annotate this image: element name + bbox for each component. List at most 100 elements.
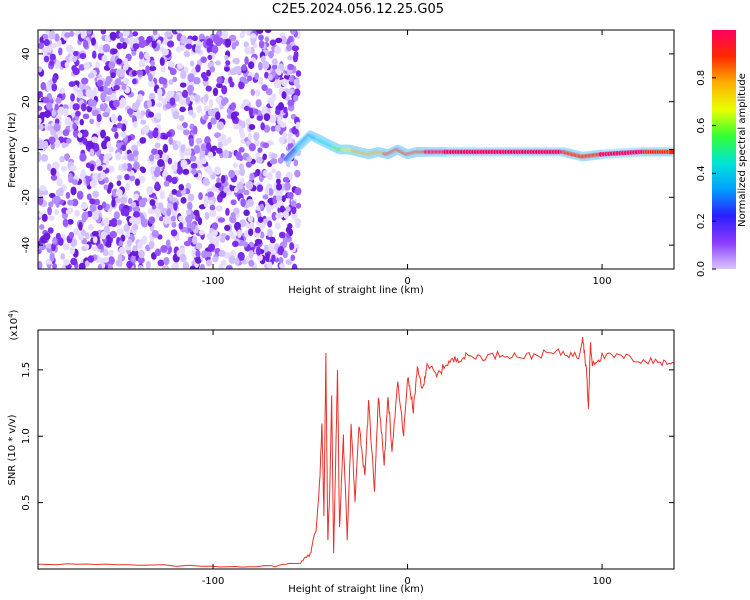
noise-speckle [183, 50, 191, 58]
noise-speckle [266, 261, 273, 269]
noise-speckle [61, 165, 68, 172]
noise-speckle [125, 231, 131, 238]
noise-speckle [224, 38, 232, 48]
noise-speckle [190, 223, 196, 231]
noise-speckle [198, 229, 205, 236]
y-tick-label: -40 [21, 237, 32, 253]
noise-speckle [100, 230, 107, 240]
noise-speckle [267, 220, 273, 228]
noise-speckle [247, 75, 253, 82]
noise-speckle [294, 187, 302, 196]
noise-speckle [89, 148, 95, 157]
noise-speckle [223, 186, 229, 193]
noise-speckle [274, 222, 281, 230]
noise-speckle [239, 131, 246, 139]
noise-speckle [204, 212, 210, 220]
noise-speckle [230, 102, 236, 111]
noise-speckle [72, 50, 79, 57]
noise-speckle [248, 107, 254, 117]
noise-speckle [218, 263, 224, 269]
noise-speckle [253, 108, 259, 115]
noise-speckle [132, 31, 139, 37]
noise-speckle [38, 42, 44, 50]
noise-speckle [157, 95, 164, 102]
noise-speckle [188, 87, 193, 97]
noise-speckle [201, 157, 207, 165]
noise-speckle [79, 153, 87, 162]
noise-speckle [81, 77, 89, 85]
y-tick-label: 0.5 [21, 495, 32, 511]
noise-speckle [267, 74, 274, 81]
noise-speckle [149, 154, 155, 162]
noise-speckle [221, 85, 228, 95]
noise-speckle [278, 263, 286, 269]
noise-speckle [250, 46, 255, 55]
noise-speckle [142, 126, 149, 134]
spectrogram-x-label: Height of straight line (km) [288, 285, 424, 296]
noise-speckle [138, 51, 144, 60]
noise-speckle [187, 236, 193, 244]
noise-speckle [233, 207, 240, 215]
noise-speckle [107, 256, 115, 266]
noise-speckle [182, 89, 189, 99]
noise-speckle [90, 99, 97, 107]
noise-speckle [176, 124, 184, 131]
noise-speckle [50, 174, 58, 181]
noise-speckle [161, 265, 170, 269]
noise-speckle [274, 45, 282, 55]
noise-speckle [257, 147, 263, 153]
noise-speckle [129, 38, 134, 48]
noise-speckle [38, 152, 42, 162]
noise-speckle [133, 161, 140, 170]
noise-speckle [111, 198, 116, 208]
noise-speckle [285, 259, 293, 265]
noise-speckle [48, 215, 55, 221]
noise-speckle [127, 197, 133, 205]
snr-y-label: SNR (10 * v/v) [7, 414, 18, 485]
noise-speckle [179, 106, 186, 113]
noise-speckle [114, 131, 119, 139]
noise-speckle [112, 99, 120, 108]
noise-speckle [106, 234, 112, 244]
noise-speckle [215, 147, 223, 154]
noise-speckle [193, 94, 201, 103]
noise-speckle [126, 108, 134, 115]
noise-speckle [48, 136, 56, 144]
noise-speckle [178, 114, 185, 122]
noise-speckle [137, 265, 144, 269]
noise-speckle [86, 193, 92, 201]
noise-speckle [113, 84, 120, 91]
noise-speckle [230, 199, 237, 206]
noise-speckle [266, 171, 273, 181]
noise-speckle [168, 192, 174, 202]
noise-speckle [289, 242, 295, 251]
noise-speckle [268, 50, 274, 59]
noise-speckle [82, 113, 90, 120]
noise-speckle [175, 46, 181, 53]
noise-speckle [167, 157, 173, 165]
noise-speckle [281, 91, 287, 100]
noise-speckle [258, 34, 264, 41]
noise-speckle [271, 58, 278, 66]
noise-speckle [69, 30, 75, 37]
noise-speckle [206, 69, 212, 77]
noise-speckle [139, 137, 146, 144]
noise-speckle [179, 253, 187, 263]
noise-speckle [118, 240, 124, 248]
noise-speckle [245, 180, 254, 190]
noise-speckle [140, 167, 147, 174]
noise-speckle [79, 118, 84, 126]
noise-speckle [38, 248, 42, 255]
noise-speckle [234, 257, 240, 266]
noise-speckle [108, 182, 114, 190]
noise-speckle [47, 206, 52, 216]
noise-speckle [290, 200, 297, 207]
noise-speckle [265, 253, 270, 263]
noise-speckle [69, 165, 77, 172]
noise-speckle [264, 71, 269, 79]
noise-speckle [255, 88, 260, 97]
noise-speckle [84, 232, 90, 240]
noise-speckle [100, 171, 106, 180]
noise-speckle [101, 164, 107, 171]
noise-speckle [41, 213, 48, 222]
